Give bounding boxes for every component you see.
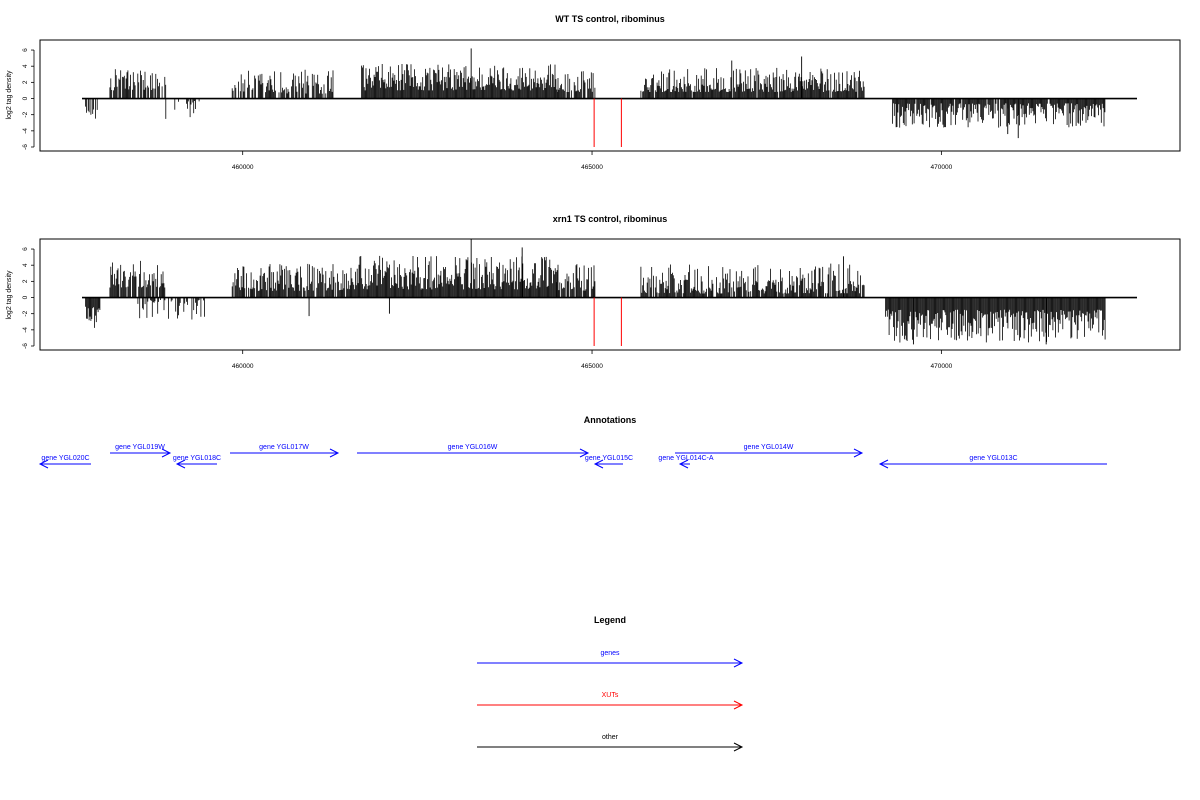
legend-title: Legend: [594, 615, 626, 625]
y-tick-label: 2: [22, 80, 29, 84]
y-tick-label: 4: [22, 263, 29, 267]
gene-arrow-head: [678, 459, 689, 469]
gene-arrow-head: [579, 448, 590, 458]
y-tick-label: 2: [22, 279, 29, 283]
track-panel-xrn1: xrn1 TS control, ribominus log2 tag dens…: [6, 214, 1181, 370]
x-tick-label: 465000: [581, 164, 603, 171]
y-tick-label: -4: [22, 128, 29, 134]
y-axis: -6 -4 -2 0 2 4 6: [22, 48, 35, 150]
track-panel-wt: WT TS control, ribominus log2 tag densit…: [6, 14, 1181, 171]
y-axis: -6 -4 -2 0 2 4 6: [22, 247, 35, 349]
y-tick-label: -4: [22, 327, 29, 333]
x-tick-label: 460000: [232, 164, 254, 171]
y-tick-label: 4: [22, 64, 29, 68]
gene-arrow-head: [38, 459, 49, 469]
panel-title: WT TS control, ribominus: [555, 14, 665, 24]
x-tick-label: 470000: [931, 363, 953, 370]
gene-arrow-head: [593, 459, 604, 469]
x-tick-label: 465000: [581, 363, 603, 370]
y-tick-label: 6: [22, 247, 29, 251]
gene-label: gene YGL016W: [448, 444, 498, 451]
legend-items: genes XUTs other: [477, 650, 744, 752]
signal-bars: [85, 238, 1106, 345]
y-tick-label: -2: [22, 310, 29, 316]
legend-arrow-head: [733, 658, 744, 668]
signal-bars: [85, 48, 1106, 139]
legend: Legend genes XUTs other: [477, 615, 744, 752]
legend-label: XUTs: [602, 692, 619, 699]
y-tick-label: 0: [22, 295, 29, 299]
gene-label: gene YGL014W: [744, 444, 794, 451]
legend-label: genes: [600, 650, 620, 657]
gene-arrows: gene YGL020C gene YGL019W gene YGL018C gene…: [38, 444, 1107, 469]
annotations-title: Annotations: [584, 415, 637, 425]
legend-arrow-head: [733, 700, 744, 710]
plot-frame: [39, 238, 1181, 351]
panel-title: xrn1 TS control, ribominus: [553, 214, 668, 224]
y-tick-label: -6: [22, 144, 29, 150]
legend-label: other: [602, 734, 619, 741]
xut-marks: [593, 297, 622, 346]
plot-frame: [39, 39, 1181, 152]
y-axis-label: log2 tag density: [6, 70, 13, 120]
gene-label: gene YGL018C: [173, 455, 221, 462]
gene-label: gene YGL014C-A: [658, 455, 713, 462]
legend-arrow-head: [733, 742, 744, 752]
gene-label: gene YGL015C: [585, 455, 633, 462]
x-axis: 460000 465000 470000: [232, 151, 953, 171]
y-tick-label: -2: [22, 111, 29, 117]
y-tick-label: -6: [22, 343, 29, 349]
y-tick-label: 0: [22, 96, 29, 100]
gene-arrow-head: [175, 459, 186, 469]
gene-label: gene YGL020C: [41, 455, 89, 462]
gene-label: gene YGL013C: [969, 455, 1017, 462]
gene-label: gene YGL017W: [259, 444, 309, 451]
gene-arrow-head: [853, 448, 864, 458]
gene-arrow-head: [161, 448, 172, 458]
x-axis: 460000 465000 470000: [232, 350, 953, 370]
gene-arrow-head: [878, 459, 889, 469]
gene-arrow-head: [329, 448, 340, 458]
gene-label: gene YGL019W: [115, 444, 165, 451]
x-tick-label: 470000: [931, 164, 953, 171]
y-axis-label: log2 tag density: [6, 270, 13, 320]
y-tick-label: 6: [22, 48, 29, 52]
x-tick-label: 460000: [232, 363, 254, 370]
xut-marks: [593, 98, 622, 147]
